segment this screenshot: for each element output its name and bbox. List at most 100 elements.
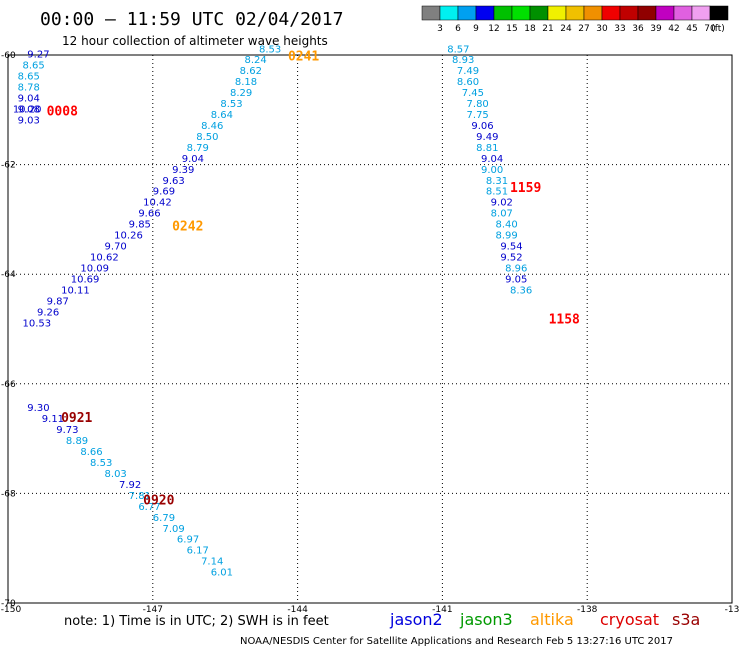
swh-value: 9.63 bbox=[162, 176, 184, 187]
swh-value: 8.03 bbox=[105, 469, 127, 480]
swh-value: 9.04 bbox=[182, 154, 204, 165]
swh-value: 8.62 bbox=[240, 66, 262, 77]
swh-value: 8.40 bbox=[495, 220, 517, 231]
swh-value: 8.53 bbox=[220, 99, 242, 110]
swh-value: 6.79 bbox=[153, 513, 175, 524]
x-tick-label: -141 bbox=[432, 605, 452, 615]
scale-label: 36 bbox=[632, 24, 644, 34]
swh-value: 9.02 bbox=[491, 198, 513, 209]
swh-value: 8.96 bbox=[505, 263, 527, 274]
x-tick-label: -150 bbox=[1, 605, 22, 615]
swh-value: 7.80 bbox=[467, 99, 489, 110]
satellite-name: s3a bbox=[672, 610, 700, 629]
scale-swatch bbox=[439, 5, 459, 21]
x-tick-label: -144 bbox=[287, 605, 308, 615]
y-tick-label: -66 bbox=[1, 380, 16, 390]
swh-value: 7.81 bbox=[129, 491, 151, 502]
scale-label: 39 bbox=[650, 24, 662, 34]
swh-value: 7.09 bbox=[162, 524, 184, 535]
swh-value: 7.92 bbox=[119, 480, 141, 491]
swh-value: 8.57 bbox=[447, 44, 469, 55]
swh-value: 10.20 bbox=[13, 105, 42, 116]
pass-time-label: 0921 bbox=[61, 411, 92, 426]
x-tick-label: -13 bbox=[725, 605, 740, 615]
scale-swatch bbox=[583, 5, 603, 21]
scale-swatch bbox=[565, 5, 585, 21]
scale-label: 45 bbox=[686, 24, 697, 34]
swh-value: 8.29 bbox=[230, 88, 252, 99]
y-tick-label: -68 bbox=[1, 489, 16, 499]
swh-value: 8.53 bbox=[259, 44, 281, 55]
swh-value: 8.07 bbox=[491, 209, 513, 220]
swh-value: 9.70 bbox=[105, 242, 127, 253]
swh-value: 8.24 bbox=[245, 55, 267, 66]
pass-time-labels: 0008 0241 0242 1159 1158 0921 0920 bbox=[47, 49, 580, 508]
satellite-name: jason3 bbox=[459, 610, 513, 629]
swh-value: 9.73 bbox=[56, 425, 78, 436]
scale-swatch bbox=[547, 5, 567, 21]
satellite-name: jason2 bbox=[389, 610, 443, 629]
scale-label: (ft) bbox=[711, 24, 725, 34]
scale-label: 9 bbox=[473, 24, 479, 34]
scale-label: 30 bbox=[596, 24, 608, 34]
grid-lines bbox=[8, 55, 732, 603]
wave-height-values: 9.278.658.658.789.049.0810.209.038.538.2… bbox=[13, 44, 532, 578]
satellite-name: cryosat bbox=[600, 610, 659, 629]
swh-value: 7.49 bbox=[457, 66, 479, 77]
scale-swatch bbox=[709, 5, 729, 21]
swh-value: 9.54 bbox=[500, 242, 522, 253]
swh-value: 10.26 bbox=[114, 231, 143, 242]
swh-value: 9.26 bbox=[37, 307, 59, 318]
swh-value: 9.69 bbox=[153, 187, 175, 198]
swh-value: 9.04 bbox=[18, 94, 40, 105]
swh-value: 9.87 bbox=[47, 296, 69, 307]
swh-value: 10.62 bbox=[90, 253, 119, 264]
swh-value: 6.97 bbox=[177, 535, 199, 546]
swh-value: 8.50 bbox=[196, 132, 218, 143]
scale-label: 12 bbox=[488, 24, 499, 34]
swh-value: 7.75 bbox=[467, 110, 489, 121]
x-tick-label: -147 bbox=[143, 605, 163, 615]
swh-value: 8.31 bbox=[486, 176, 508, 187]
scale-label: 42 bbox=[668, 24, 679, 34]
y-tick-label: -62 bbox=[1, 161, 16, 171]
scale-swatch bbox=[511, 5, 531, 21]
swh-value: 9.06 bbox=[471, 121, 493, 132]
swh-value: 8.60 bbox=[457, 77, 479, 88]
swh-value: 8.78 bbox=[18, 83, 40, 94]
swh-value: 8.89 bbox=[66, 436, 88, 447]
pass-time-label: 0241 bbox=[288, 49, 319, 64]
swh-value: 8.81 bbox=[476, 143, 498, 154]
swh-value: 9.04 bbox=[481, 154, 503, 165]
swh-value: 8.99 bbox=[495, 231, 517, 242]
pass-time-label: 0920 bbox=[143, 493, 174, 508]
swh-value: 9.85 bbox=[129, 220, 151, 231]
scale-swatch bbox=[673, 5, 693, 21]
scale-label: 24 bbox=[560, 24, 572, 34]
swh-value: 9.27 bbox=[27, 50, 49, 61]
swh-value: 8.46 bbox=[201, 121, 223, 132]
scale-label: 6 bbox=[455, 24, 461, 34]
swh-value: 6.17 bbox=[187, 546, 209, 557]
scale-label: 15 bbox=[506, 24, 517, 34]
scale-label: 27 bbox=[578, 24, 589, 34]
scale-swatch bbox=[619, 5, 639, 21]
scale-label: 21 bbox=[542, 24, 553, 34]
scale-label: 18 bbox=[524, 24, 536, 34]
satellite-name: altika bbox=[530, 610, 574, 629]
swh-value: 10.69 bbox=[71, 274, 100, 285]
pass-time-label: 0242 bbox=[172, 219, 203, 234]
swh-value: 7.14 bbox=[201, 557, 223, 568]
swh-value: 9.66 bbox=[138, 209, 160, 220]
axis-ticks: -150 -147 -144 -141 -138 -13 -60 -62 -64 -66 -68 -7… bbox=[1, 51, 740, 615]
swh-value: 9.52 bbox=[500, 253, 522, 264]
chart-subtitle: 12 hour collection of altimeter wave hei… bbox=[62, 34, 328, 48]
pass-time-label: 1158 bbox=[549, 313, 580, 328]
swh-value: 8.18 bbox=[235, 77, 257, 88]
y-tick-label: -70 bbox=[1, 599, 16, 609]
swh-value: 8.53 bbox=[90, 458, 112, 469]
color-scale-legend: 3 6 9 12 15 18 21 24 27 30 33 36 39 42 45 70(ft) bbox=[421, 5, 729, 34]
swh-value: 8.65 bbox=[22, 61, 44, 72]
scale-swatch bbox=[601, 5, 621, 21]
